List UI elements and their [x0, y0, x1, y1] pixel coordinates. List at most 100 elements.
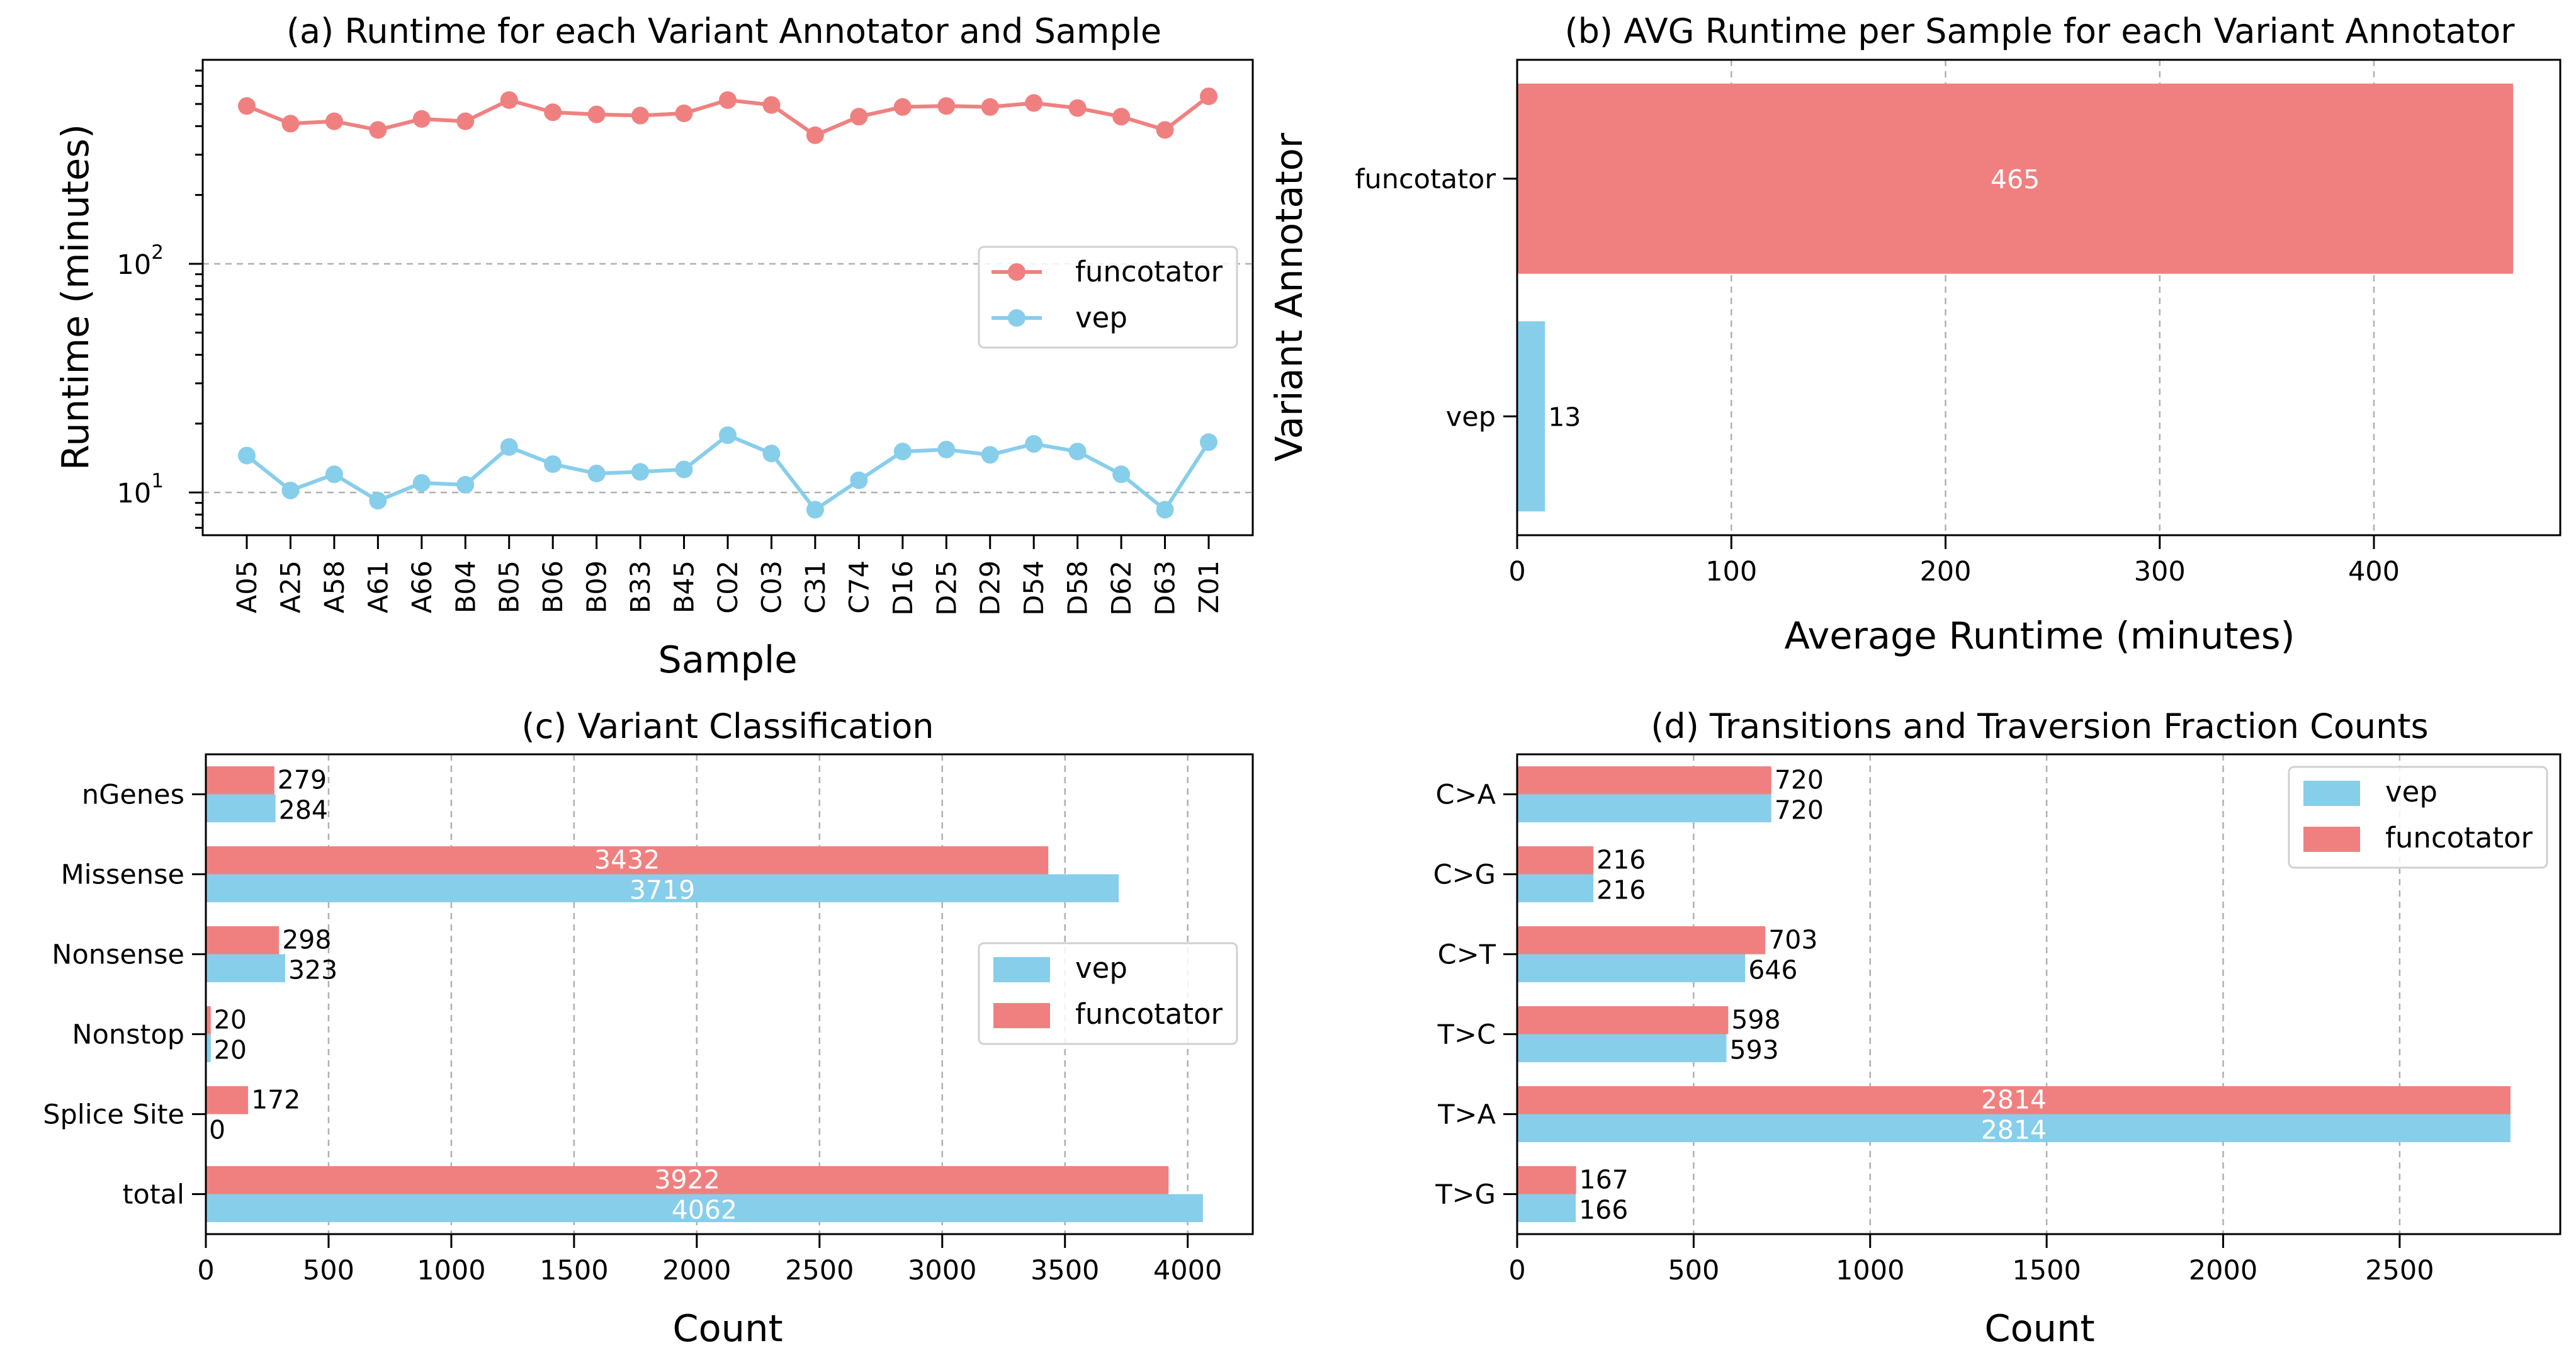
panel-a-x-axis-label: Sample: [658, 638, 797, 681]
x-tick-label: 200: [1919, 556, 1971, 587]
data-point-funcotator-c74: [850, 108, 868, 126]
y-tick-label-c-g: C>G: [1433, 859, 1496, 891]
data-label-vep-c-g: 216: [1596, 875, 1646, 905]
data-label-vep-t-a: 2814: [1981, 1115, 2047, 1145]
bar-funcotator-ngenes: [206, 766, 274, 795]
y-tick-label-c-a: C>A: [1436, 780, 1496, 811]
x-tick-label-a05: A05: [232, 560, 263, 613]
y-tick-label-ngenes: nGenes: [82, 780, 184, 811]
legend-funcotator-marker: [1008, 263, 1025, 281]
data-label-funcotator-t-g: 167: [1579, 1164, 1629, 1194]
x-tick-label: 400: [2348, 556, 2400, 587]
data-point-funcotator-a66: [412, 110, 431, 128]
data-point-funcotator-c02: [719, 91, 737, 109]
data-label-vep-total: 4062: [672, 1195, 737, 1225]
x-tick-label-d58: D58: [1063, 560, 1094, 616]
x-tick-label-a61: A61: [363, 560, 394, 613]
panel-b-title: (b) AVG Runtime per Sample for each Vari…: [1565, 11, 2516, 51]
y-tick-label-t-a: T>A: [1437, 1099, 1496, 1131]
data-point-funcotator-d29: [981, 98, 999, 116]
legend-funcotator-label: funcotator: [1075, 255, 1223, 288]
data-label-funcotator-c-g: 216: [1596, 844, 1646, 875]
panel-b-avg-runtime-bar-chart: (b) AVG Runtime per Sample for each Vari…: [1267, 11, 2562, 657]
bar-funcotator-splice-site: [206, 1086, 249, 1114]
data-point-funcotator-b04: [456, 112, 475, 130]
bar-funcotator-t-c: [1517, 1006, 1729, 1035]
data-label-funcotator-avg: 465: [1991, 164, 2040, 195]
y-tick-label-vep: vep: [1446, 401, 1496, 433]
x-tick-label: 500: [1668, 1255, 1719, 1286]
x-tick-label-a25: A25: [275, 560, 307, 613]
x-tick-label-b09: B09: [582, 560, 613, 613]
x-tick-label-b05: B05: [494, 560, 526, 613]
data-label-funcotator-total: 3922: [654, 1164, 720, 1194]
x-tick-label-c31: C31: [800, 560, 832, 614]
bar-vep: [1517, 321, 1545, 512]
x-tick-label-a66: A66: [407, 560, 438, 613]
data-point-funcotator-c03: [762, 96, 781, 114]
legend-funcotator-label: funcotator: [2385, 821, 2533, 854]
data-point-vep-b05: [500, 438, 518, 456]
panel-d-legend: vep funcotator: [2288, 766, 2548, 869]
x-tick-label-d62: D62: [1106, 560, 1138, 616]
y-tick-label-splice-site: Splice Site: [43, 1099, 184, 1131]
x-tick-label: 0: [197, 1255, 214, 1286]
bar-vep-t-g: [1517, 1194, 1576, 1222]
panel-b-y-axis-label: Variant Annotator: [1267, 132, 1311, 462]
data-point-funcotator-z01: [1200, 87, 1217, 105]
bar-funcotator-t-g: [1517, 1166, 1576, 1194]
bar-funcotator-nonstop: [206, 1006, 211, 1035]
data-label-funcotator-missense: 3432: [594, 844, 660, 875]
bar-vep-total: [206, 1194, 1203, 1222]
bar-vep-c-t: [1517, 954, 1746, 982]
panel-a-runtime-line-chart: (a) Runtime for each Variant Annotator a…: [54, 11, 1254, 681]
data-label-funcotator-nonstop: 20: [214, 1004, 247, 1035]
x-tick-label: 1000: [1836, 1255, 1904, 1286]
x-tick-label: 100: [1705, 556, 1757, 587]
x-tick-label: 1500: [2012, 1255, 2081, 1286]
y-tick-label-c-t: C>T: [1438, 939, 1496, 971]
data-point-vep-c03: [762, 445, 781, 463]
data-point-vep-d25: [937, 440, 956, 458]
data-point-funcotator-d25: [937, 97, 956, 115]
y-tick-label-t-c: T>C: [1437, 1019, 1496, 1051]
x-tick-label: 4000: [1153, 1255, 1222, 1286]
y-tick-label-nonsense: Nonsense: [52, 939, 184, 971]
data-point-vep-c31: [806, 501, 824, 519]
x-tick-label: 2500: [785, 1255, 854, 1286]
legend-funcotator-label: funcotator: [1075, 997, 1223, 1031]
data-point-funcotator-d16: [893, 98, 912, 116]
data-point-vep-b06: [544, 455, 562, 473]
bar-funcotator-missense: [206, 846, 1049, 875]
bar-funcotator-nonsense: [206, 926, 280, 955]
data-label-vep-splice-site: 0: [209, 1115, 225, 1145]
data-point-vep-d58: [1068, 443, 1087, 461]
y-tick-label-missense: Missense: [61, 859, 184, 891]
panel-d-frame: [1516, 753, 2562, 1235]
bar-funcotator-t-a: [1517, 1086, 2511, 1114]
data-label-vep-c-a: 720: [1775, 795, 1824, 825]
panel-a-legend: funcotator vep: [978, 246, 1238, 349]
x-tick-label: 1000: [417, 1255, 485, 1286]
data-point-funcotator-c31: [806, 126, 824, 144]
bar-vep-t-c: [1517, 1034, 1727, 1062]
x-tick-label-c74: C74: [844, 560, 875, 614]
bar-vep-c-g: [1517, 874, 1594, 902]
data-label-vep-t-c: 593: [1730, 1035, 1779, 1065]
data-label-funcotator-nonsense: 298: [282, 924, 331, 955]
data-label-funcotator-t-a: 2814: [1981, 1084, 2047, 1114]
data-point-vep-a66: [412, 474, 431, 492]
panel-b-frame: [1516, 59, 2562, 536]
panel-c-legend: vep funcotator: [978, 942, 1238, 1045]
x-tick-label-c03: C03: [756, 560, 788, 614]
x-tick-label: 2500: [2365, 1255, 2434, 1286]
data-label-vep-missense: 3719: [630, 875, 695, 905]
x-tick-label-d29: D29: [975, 560, 1007, 616]
bar-vep-c-a: [1517, 794, 1771, 822]
bar-funcotator-c-t: [1517, 926, 1766, 955]
x-tick-label-d25: D25: [931, 560, 963, 616]
data-point-funcotator-b33: [631, 106, 650, 125]
panel-a-legend-box: [978, 246, 1238, 349]
data-point-vep-b04: [456, 475, 475, 494]
